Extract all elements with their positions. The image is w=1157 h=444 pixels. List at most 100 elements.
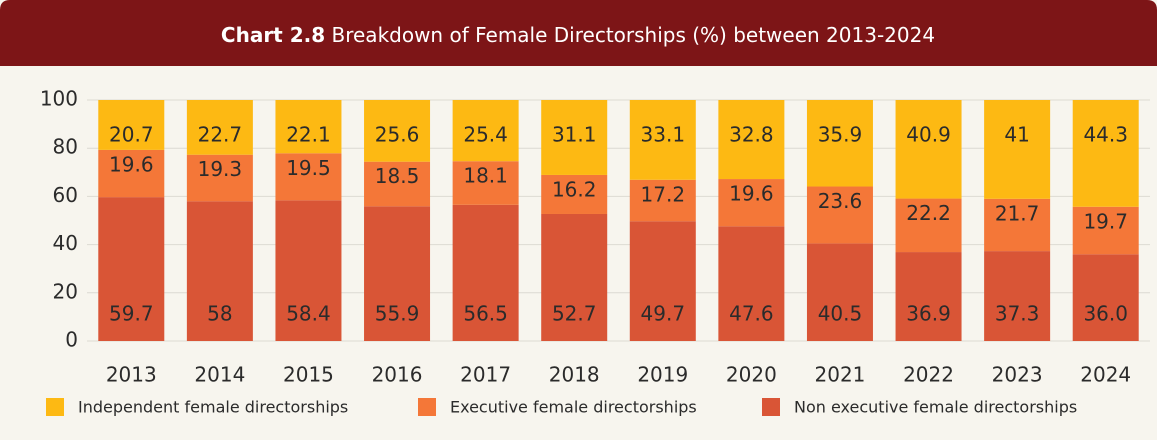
bar-segment [364,206,431,341]
bar-segment [718,226,785,341]
bar-segment [541,174,608,214]
bar-segment [452,100,519,162]
x-tick-label: 2013 [106,363,157,387]
y-tick-label: 40 [53,231,78,255]
bar-segment [98,197,165,341]
bar-segment [275,100,342,154]
data-label: 52.7 [552,302,597,326]
data-label: 23.6 [818,189,863,213]
data-label: 22.2 [906,201,951,225]
x-tick-label: 2024 [1080,363,1131,387]
data-label: 18.1 [463,164,508,188]
data-label: 58 [207,302,232,326]
legend-swatch [762,398,780,416]
data-label: 40.5 [818,302,863,326]
data-label: 33.1 [641,123,686,147]
x-tick-label: 2017 [460,363,511,387]
data-label: 31.1 [552,123,597,147]
data-label: 55.9 [375,302,420,326]
data-label: 37.3 [995,302,1040,326]
bar-segment [186,100,253,155]
bar-segment [806,100,873,187]
data-label: 22.7 [198,123,243,147]
data-label: 19.6 [729,182,774,206]
chart-title: Chart 2.8 Breakdown of Female Directorsh… [221,23,935,47]
data-label: 36.0 [1083,302,1128,326]
bar-segment [895,100,962,199]
legend-swatch [46,398,64,416]
bar-segment [452,161,519,205]
x-tick-label: 2021 [815,363,866,387]
data-label: 22.1 [286,123,331,147]
data-label: 17.2 [641,182,686,206]
data-label: 25.4 [463,123,508,147]
data-label: 35.9 [818,123,863,147]
legend-swatch [418,398,436,416]
bar-segment [541,213,608,341]
bar-segment [629,100,696,180]
bar-segment [718,100,785,180]
bar-segment [806,243,873,341]
bar-segment [984,198,1051,252]
data-label: 36.9 [906,302,951,326]
data-label: 19.3 [198,157,243,181]
legend-label: Non executive female directorships [794,398,1077,417]
x-tick-label: 2018 [549,363,600,387]
legend-label: Independent female directorships [78,398,348,417]
y-tick-label: 80 [53,135,78,159]
data-label: 40.9 [906,123,951,147]
x-tick-label: 2022 [903,363,954,387]
bar-segment [984,251,1051,341]
bar-segment [364,100,431,162]
title-text: Breakdown of Female Directorships (%) be… [332,23,936,47]
data-label: 59.7 [109,302,154,326]
title-label: Chart 2.8 [221,23,325,47]
bar-segment [186,154,253,202]
bar-segment [895,252,962,341]
x-tick-label: 2014 [194,363,245,387]
bar-segment [718,179,785,227]
x-tick-label: 2015 [283,363,334,387]
x-tick-label: 2020 [726,363,777,387]
bar-segment [806,186,873,244]
y-tick-label: 100 [40,87,78,111]
data-label: 41 [1004,123,1029,147]
data-label: 20.7 [109,123,154,147]
header [0,0,1157,66]
bar-segment [1072,206,1139,255]
data-label: 25.6 [375,123,420,147]
bar-segment [984,100,1051,199]
bar-segment [1072,254,1139,341]
bar-segment [895,198,962,253]
data-label: 32.8 [729,123,774,147]
bar-segment [629,221,696,341]
bar-segment [629,179,696,222]
x-tick-label: 2019 [637,363,688,387]
bar-segment [541,100,608,175]
bar-segment [98,149,165,198]
data-label: 19.6 [109,152,154,176]
y-tick-label: 20 [53,279,78,303]
data-label: 18.5 [375,164,420,188]
data-label: 56.5 [463,302,508,326]
data-label: 44.3 [1083,123,1128,147]
bar-segment [275,153,342,201]
bar-segment [275,200,342,341]
bar-segment [98,100,165,150]
bar-segment [1072,100,1139,207]
data-label: 21.7 [995,201,1040,225]
bar-segment [452,204,519,341]
data-label: 49.7 [641,302,686,326]
y-tick-label: 60 [53,183,78,207]
y-tick-label: 0 [65,328,78,352]
data-label: 58.4 [286,302,331,326]
data-label: 19.7 [1083,209,1128,233]
bar-segment [186,201,253,341]
legend-label: Executive female directorships [450,398,697,417]
x-tick-label: 2016 [372,363,423,387]
x-tick-label: 2023 [992,363,1043,387]
data-label: 47.6 [729,302,774,326]
data-label: 19.5 [286,156,331,180]
bar-segment [364,161,431,207]
